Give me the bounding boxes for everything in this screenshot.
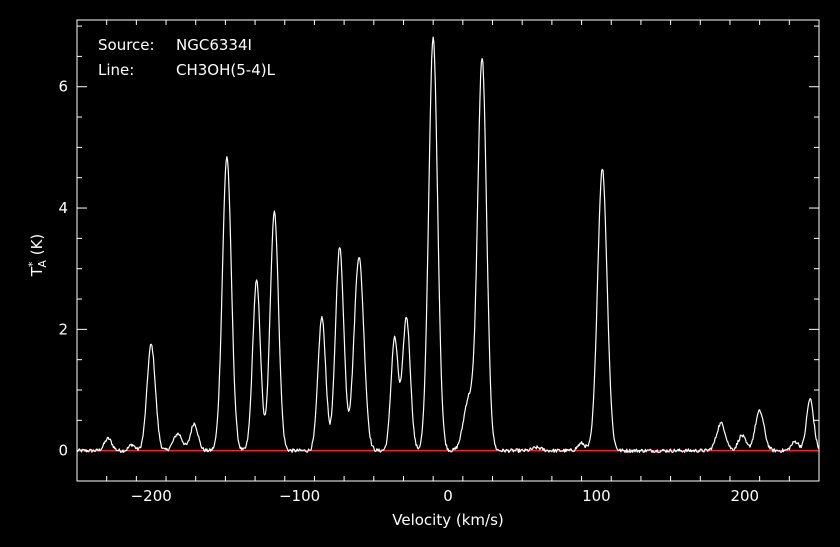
y-tick-label: 2 [58,320,68,338]
line-value: CH3OH(5-4)L [176,61,276,79]
x-tick-label: −100 [279,487,320,505]
y-tick-label: 0 [58,442,68,460]
x-tick-label: 0 [443,487,453,505]
axis-ticks [76,20,820,482]
y-axis-label: T*A (K) [26,234,49,278]
x-tick-label: −200 [131,487,172,505]
plot-frame [76,19,820,482]
line-label: Line: [98,61,134,79]
y-axis-label-base: T [28,266,46,277]
y-tick-label: 6 [58,78,68,96]
y-tick-label: 4 [58,199,68,217]
axis-tick-labels: −200 −100 0 100 200 0 2 4 6 [58,78,759,505]
source-label: Source: [98,36,155,54]
spectrum-line [76,36,820,454]
y-axis-label-unit: (K) [28,234,46,260]
x-tick-label: 100 [582,487,611,505]
y-axis-label-sup: * [26,261,39,267]
x-tick-label: 200 [730,487,759,505]
y-axis-label-sub: A [36,260,49,268]
source-value: NGC6334I [176,36,252,54]
x-axis-label: Velocity (km/s) [392,511,503,529]
